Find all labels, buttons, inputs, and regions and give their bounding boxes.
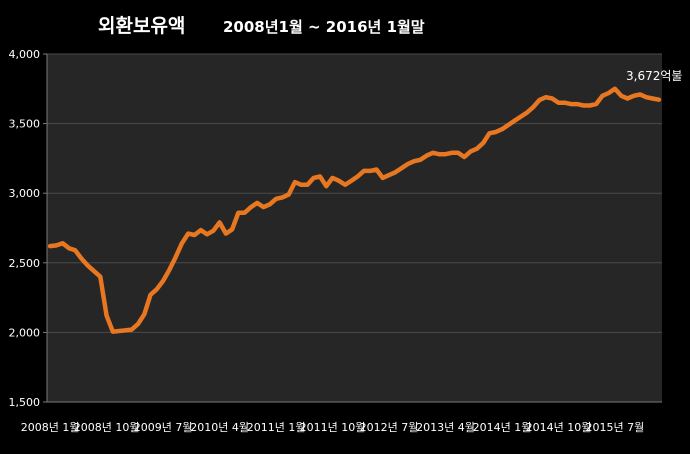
x-tick-label: 2008년 1월 xyxy=(21,421,80,434)
x-tick-label: 2010년 4월 xyxy=(190,421,249,434)
x-tick-label: 2008년 10월 xyxy=(74,421,140,434)
x-tick-label: 2014년 10월 xyxy=(526,421,592,434)
y-tick-label: 4,000 xyxy=(9,48,41,61)
y-tick-label: 3,500 xyxy=(9,118,41,131)
x-tick-label: 2011년 10월 xyxy=(300,421,366,434)
x-tick-label: 2012년 7월 xyxy=(360,421,419,434)
y-tick-label: 1,500 xyxy=(9,396,41,409)
x-tick-label: 2014년 1월 xyxy=(473,421,532,434)
x-tick-label: 2013년 4월 xyxy=(416,421,475,434)
x-tick-label: 2011년 1월 xyxy=(247,421,306,434)
x-tick-label: 2009년 7월 xyxy=(134,421,193,434)
y-tick-label: 2,000 xyxy=(9,326,41,339)
chart-subtitle: 2008년1월 ~ 2016년 1월말 xyxy=(223,18,425,36)
plot-area xyxy=(47,54,662,402)
grid-lines xyxy=(47,53,662,333)
y-tick-label: 2,500 xyxy=(9,257,41,270)
series-line xyxy=(47,86,662,334)
y-axis-ticks: 1,500 2,000 2,500 3,000 3,500 4,000 xyxy=(9,48,47,409)
y-tick-label: 3,000 xyxy=(9,187,41,200)
last-value-annotation: 3,672억불 xyxy=(626,69,682,83)
x-tick-label: 2015년 7월 xyxy=(586,421,645,434)
chart-title: 외환보유액 xyxy=(98,15,185,37)
